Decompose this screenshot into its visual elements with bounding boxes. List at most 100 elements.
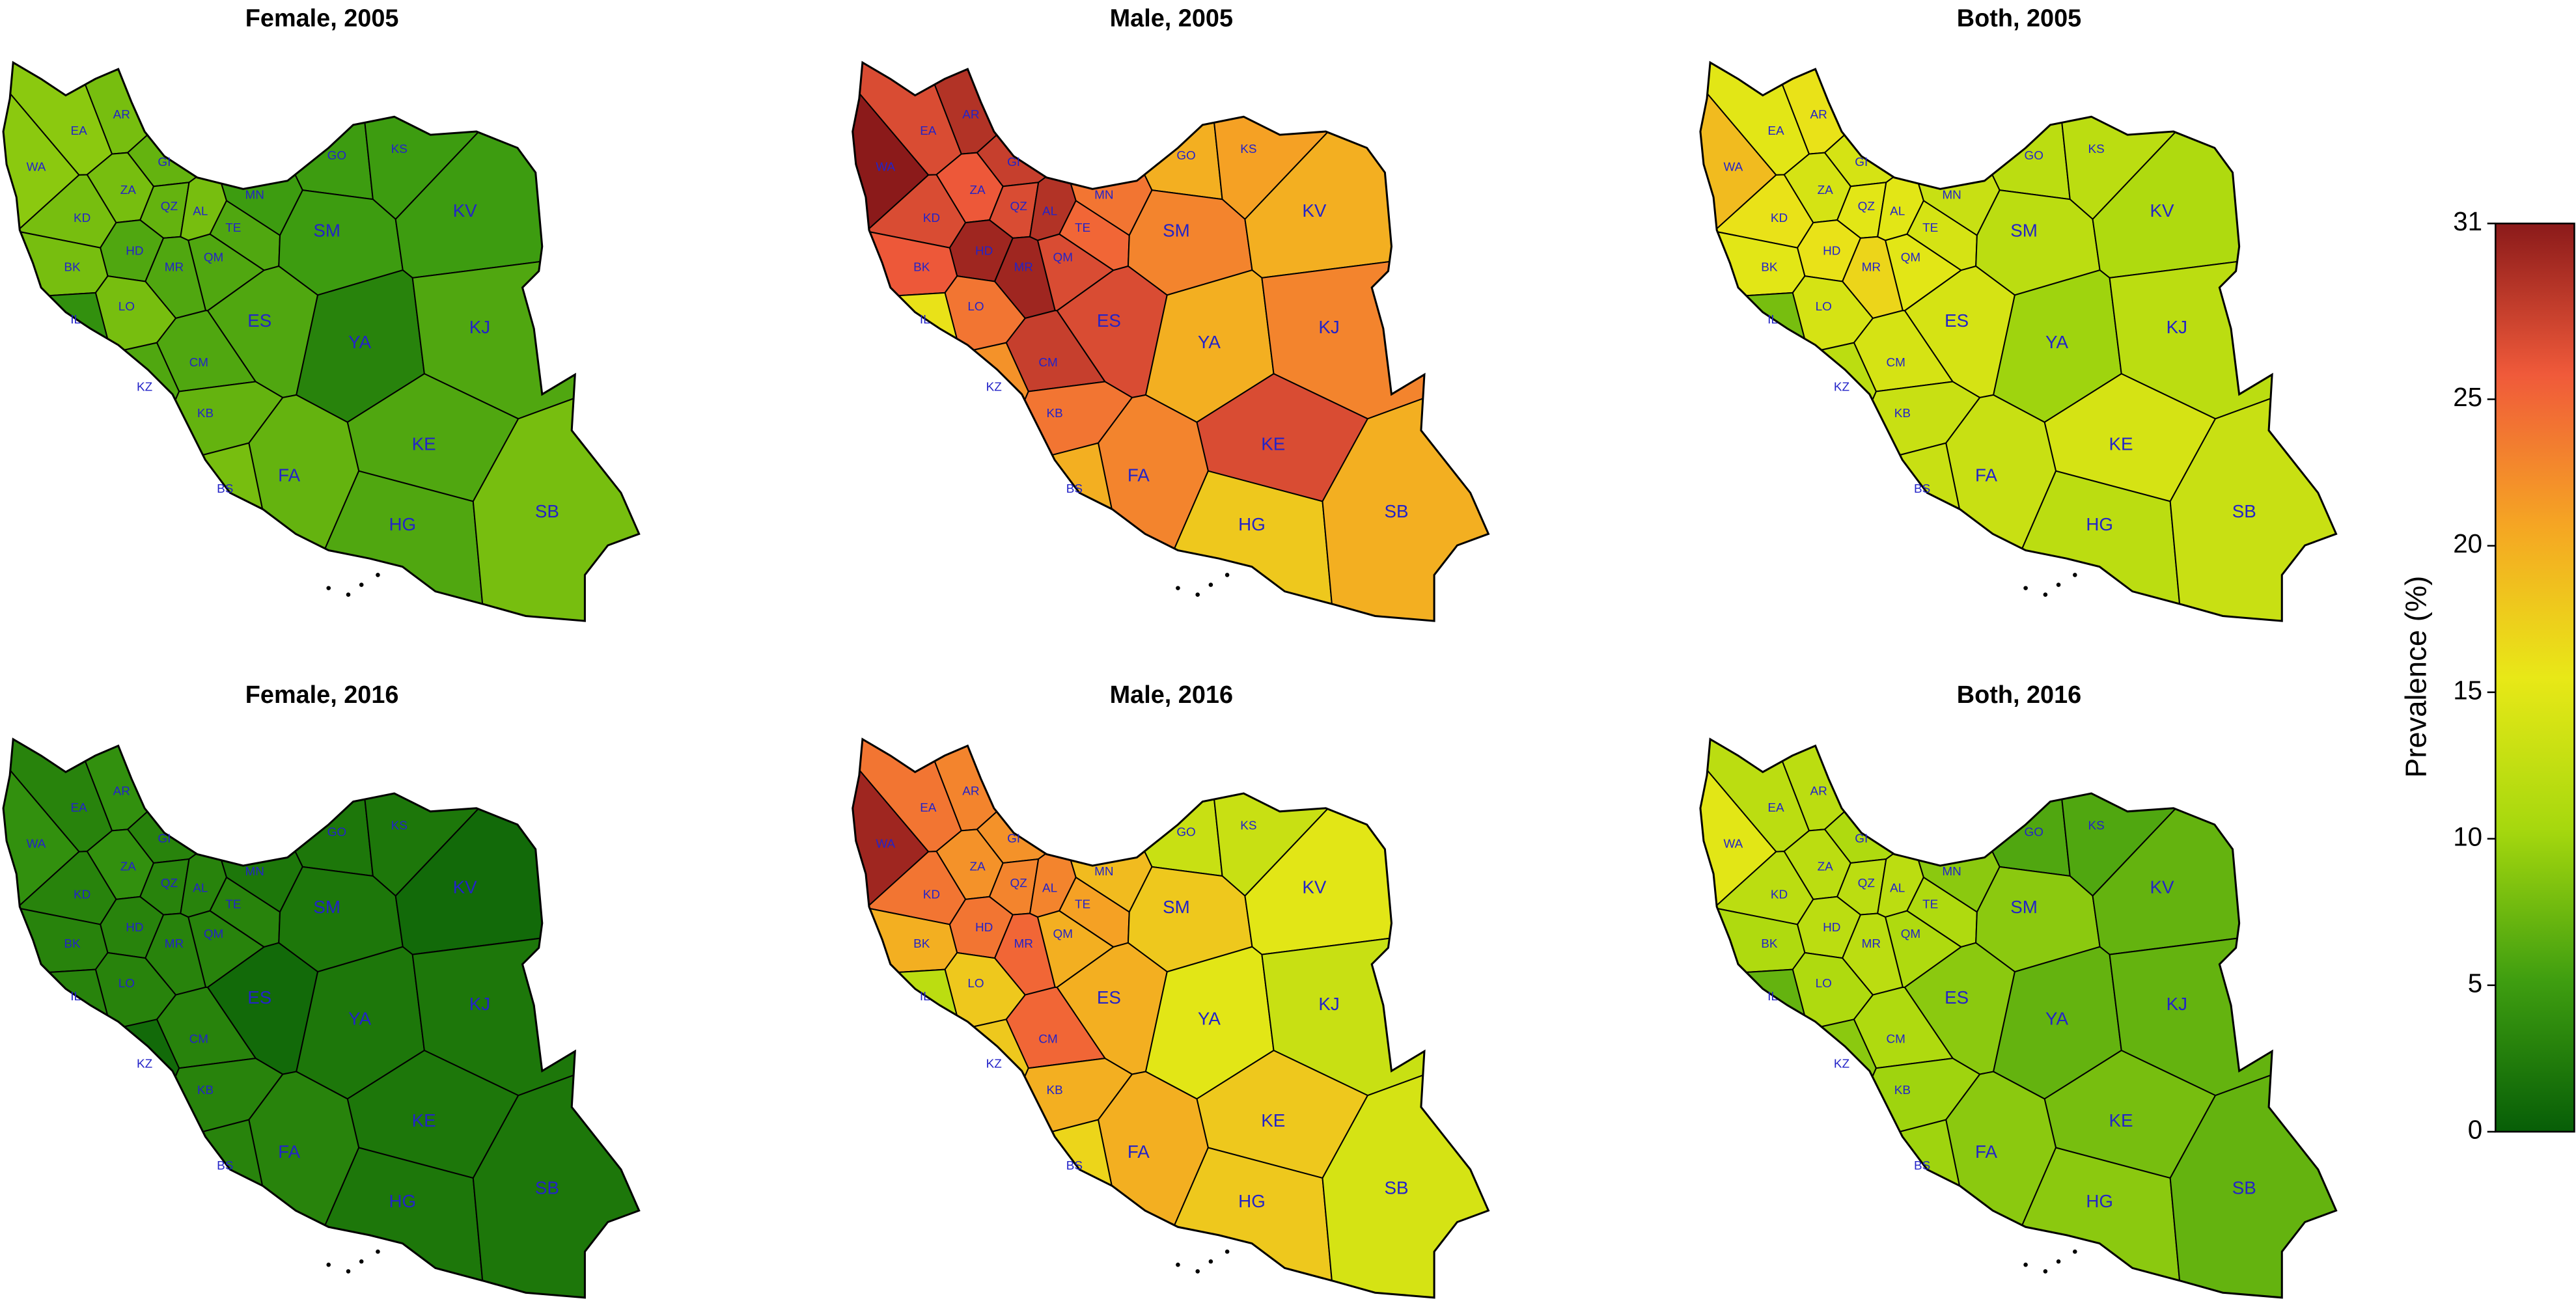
region-label: KZ [1834,381,1849,394]
region-label: KZ [1834,1057,1849,1071]
region-label: IL [920,313,930,327]
region-label: ZA [1818,860,1834,874]
region-label: GI [158,832,171,846]
region-label: QM [204,251,223,264]
region-label: KV [1302,200,1327,221]
region-label: EA [71,801,88,815]
island [1195,1269,1200,1274]
region [1823,739,1945,864]
map-panel: Both, 2005 EA AR WA GI ZA KD QZ AL TE MN GO KS SM KV BK… [1699,5,2338,622]
colorbar-tick-label: 20 [2453,528,2482,558]
region-label: BS [1914,1159,1930,1173]
panel-title: Female, 2016 [245,681,399,709]
region-label: SB [535,501,559,521]
region-label: AL [1042,881,1057,895]
region-label: CM [1887,356,1905,370]
region-label: YA [1198,1009,1221,1029]
region-label: HD [126,244,143,258]
region-label: KE [1261,1110,1285,1130]
region-label: KJ [2167,994,2187,1014]
region-label: KD [74,212,90,225]
region-label: IL [1767,990,1778,1004]
region-label: SB [1385,501,1409,521]
region-label: MN [245,188,264,202]
region-label: BK [1761,937,1778,951]
region [976,62,1098,187]
region-label: LO [967,977,984,991]
region-label: WA [1724,837,1743,851]
region-label: AL [193,205,208,219]
region-label: KB [1894,407,1911,420]
region-label: GO [2025,149,2043,163]
region-label: GI [158,156,171,169]
country-outline [1699,737,2338,1299]
region-label: BK [64,937,81,951]
region-label: FA [1128,1142,1150,1162]
region-label: TE [1922,898,1938,912]
island [2056,582,2061,587]
region-label: CM [189,356,208,370]
region-label: SM [2010,897,2038,917]
region-label: BS [1066,1159,1083,1173]
country-outline [2,61,641,622]
region-label: KS [2088,819,2104,833]
island [1195,592,1200,597]
region-label: CM [1038,356,1057,370]
region-label: CM [1887,1033,1905,1047]
region-label: HG [389,1191,416,1211]
region-label: KZ [986,1057,1002,1071]
region-label: YA [348,332,371,352]
region-label: KV [1302,877,1327,897]
map-panel: Male, 2016 EA AR WA GI ZA KD QZ AL TE MN GO KS SM KV BK… [852,681,1490,1299]
region [3,442,289,622]
region-label: MR [165,937,184,951]
region-label: LO [1816,977,1832,991]
region-label: QZ [1010,200,1027,213]
region-label: QM [1901,927,1920,941]
region-label: LO [118,300,135,314]
region-label: QZ [1010,877,1027,890]
region-label: WA [27,161,46,174]
panel-title: Male, 2016 [1110,681,1233,709]
region-label: KZ [137,381,152,394]
island [376,1249,380,1254]
island [1176,586,1180,590]
region-label: TE [1075,898,1090,912]
region-label: GO [1176,149,1195,163]
region-label: LO [967,300,984,314]
region [126,62,248,187]
region-label: QM [1901,251,1920,264]
panel-title: Both, 2016 [1957,681,2081,709]
island [2023,1263,2028,1267]
region-label: QZ [1858,200,1875,213]
region-label: GI [1007,832,1020,846]
region [1094,739,1223,877]
region-label: EA [920,124,937,138]
island [2056,1259,2061,1264]
region-label: KE [2109,433,2133,454]
region-label: AL [1890,881,1905,895]
region-label: KE [412,433,436,454]
region-label: HD [975,244,993,258]
region-label: AR [113,108,130,122]
map-panel: Female, 2016 EA AR WA GI ZA KD QZ AL TE MN GO KS SM KV… [2,681,641,1299]
region-label: CM [1038,1033,1057,1047]
region-label: EA [1767,124,1784,138]
region-label: BK [64,261,81,275]
region-label: SM [313,220,340,240]
region [1823,62,1945,187]
region-label: KE [1261,433,1285,454]
region-label: AR [1810,785,1827,799]
region [3,292,112,486]
region-label: TE [1922,221,1938,235]
region-label: KV [2150,200,2175,221]
region-label: ES [247,310,271,331]
colorbar-fill [2495,223,2575,1133]
region-label: KS [1240,143,1256,156]
country-outline [852,61,1490,622]
region-label: BS [1914,482,1930,496]
region-label: LO [118,977,135,991]
region-label: SB [1385,1178,1409,1198]
region [976,739,1098,864]
